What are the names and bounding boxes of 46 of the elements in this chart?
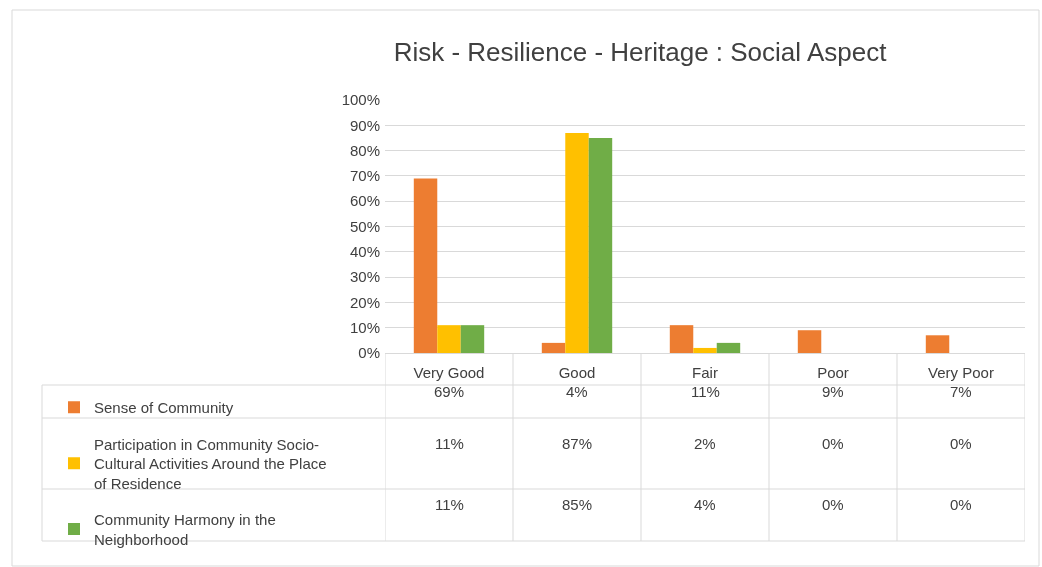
y-tick-label: 50% xyxy=(349,217,380,235)
bar xyxy=(565,132,589,353)
data-label: 7% xyxy=(950,383,972,400)
bar xyxy=(797,330,822,353)
bar xyxy=(460,325,485,353)
y-tick-label: 0% xyxy=(358,344,380,362)
x-tick-label: Very Good xyxy=(413,364,485,381)
bar xyxy=(413,178,438,353)
x-tick-label: Very Poor xyxy=(928,364,994,381)
legend-label: Community Harmony in the Neighborhood xyxy=(94,511,276,548)
bar xyxy=(925,335,950,353)
bar xyxy=(437,325,461,353)
chart-title: Risk - Resilience - Heritage : Social Aspect xyxy=(393,37,888,68)
y-tick-label: 100% xyxy=(341,91,380,109)
x-tick-label: Fair xyxy=(692,364,718,381)
data-label: 0% xyxy=(950,435,972,452)
data-label: 2% xyxy=(694,435,716,452)
y-tick-label: 40% xyxy=(349,243,380,261)
bar xyxy=(588,137,613,353)
bar xyxy=(669,325,694,353)
x-tick-label: Good xyxy=(558,364,596,381)
data-label: 4% xyxy=(694,496,716,513)
y-tick-label: 60% xyxy=(349,192,380,210)
legend-label: Sense of Community xyxy=(94,399,234,417)
y-tick-label: 70% xyxy=(349,167,380,185)
y-tick-label: 20% xyxy=(349,293,380,311)
data-label: 11% xyxy=(691,383,720,400)
data-label: 0% xyxy=(822,435,844,452)
bar xyxy=(693,347,717,353)
bar xyxy=(716,342,741,353)
data-label: 87% xyxy=(562,435,593,452)
legend-label: Participation in Community Socio-Cultural Activities Around the Place of Residence xyxy=(94,435,327,492)
data-label: 11% xyxy=(435,496,464,513)
data-label: 4% xyxy=(566,383,588,400)
bar xyxy=(541,342,566,353)
data-label: 69% xyxy=(434,383,465,400)
data-label: 11% xyxy=(435,435,464,452)
data-label: 0% xyxy=(822,496,844,513)
data-label: 85% xyxy=(562,496,593,513)
x-tick-label: Poor xyxy=(817,364,849,381)
y-tick-label: 10% xyxy=(349,318,380,336)
y-tick-label: 80% xyxy=(349,141,380,159)
data-label: 0% xyxy=(950,496,972,513)
y-tick-label: 30% xyxy=(349,268,380,286)
y-tick-label: 90% xyxy=(349,116,380,134)
data-label: 9% xyxy=(822,383,844,400)
